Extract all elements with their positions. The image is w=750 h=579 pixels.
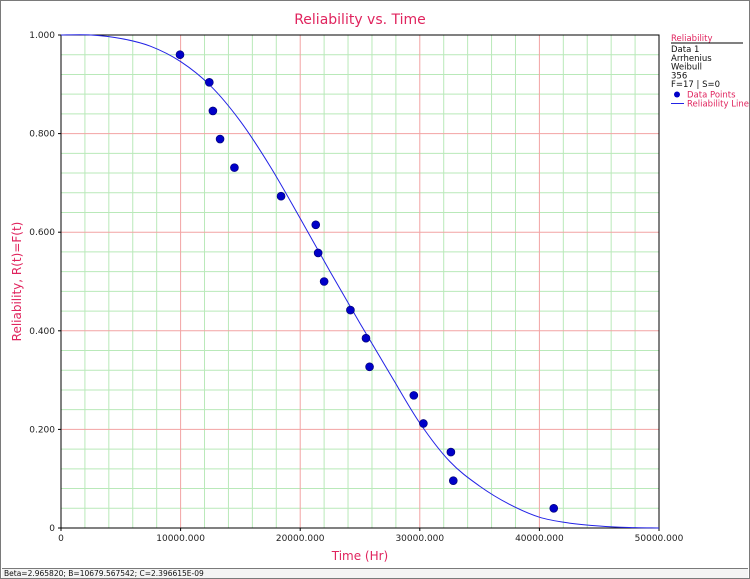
y-tick-label: 0.400 bbox=[29, 327, 55, 337]
parameter-readout: Beta=2.965820; B=10679.567542; C=2.39661… bbox=[4, 569, 204, 578]
status-bar: Beta=2.965820; B=10679.567542; C=2.39661… bbox=[2, 568, 748, 578]
data-point bbox=[446, 447, 456, 457]
y-tick-label: 0 bbox=[49, 524, 55, 534]
data-point bbox=[215, 134, 225, 144]
legend: Reliability Data 1 Arrhenius Weibull 356… bbox=[671, 34, 749, 110]
legend-reliability-line-label: Reliability Line bbox=[687, 100, 749, 110]
data-point bbox=[205, 78, 214, 87]
data-point bbox=[419, 419, 428, 428]
plot-area bbox=[60, 34, 660, 529]
y-tick-label: 0.600 bbox=[29, 228, 55, 238]
legend-line-model: Arrhenius bbox=[671, 54, 712, 64]
legend-data-points-marker bbox=[674, 91, 680, 98]
y-tick-label: 0.800 bbox=[29, 130, 55, 140]
y-axis-title: Reliability, R(t)=F(t) bbox=[10, 222, 24, 342]
legend-line-stress: 356 bbox=[671, 71, 687, 81]
x-axis-ticks: 0 10000.000 20000.000 30000.000 40000.000 500… bbox=[58, 528, 684, 544]
data-point bbox=[346, 305, 355, 315]
x-tick-label: 20000.000 bbox=[276, 534, 325, 544]
x-tick-label: 40000.000 bbox=[515, 534, 564, 544]
data-points bbox=[175, 50, 559, 513]
data-point bbox=[361, 333, 371, 343]
reliability-chart: 0 10000.000 20000.000 30000.000 40000.000 500… bbox=[10, 12, 749, 563]
data-point bbox=[313, 248, 323, 258]
y-tick-label: 1.000 bbox=[29, 31, 55, 41]
x-tick-label: 10000.000 bbox=[156, 534, 205, 544]
legend-line-distribution: Weibull bbox=[671, 63, 702, 73]
legend-line-counts: F=17 | S=0 bbox=[671, 80, 720, 90]
legend-heading: Reliability bbox=[671, 34, 713, 44]
minor-gridlines bbox=[61, 35, 659, 528]
data-point bbox=[276, 191, 286, 201]
legend-line-data-set: Data 1 bbox=[671, 45, 699, 55]
y-axis-ticks: 0 0.200 0.400 0.600 0.800 1.000 bbox=[29, 31, 61, 534]
data-point bbox=[311, 220, 321, 230]
y-tick-label: 0.200 bbox=[29, 425, 55, 435]
x-tick-label: 50000.000 bbox=[635, 534, 684, 544]
data-point bbox=[230, 163, 239, 172]
data-point bbox=[208, 106, 218, 116]
chart-title: Reliability vs. Time bbox=[294, 12, 426, 28]
data-point bbox=[448, 476, 458, 485]
x-axis-title: Time (Hr) bbox=[331, 549, 389, 563]
x-tick-label: 30000.000 bbox=[395, 534, 444, 544]
data-point bbox=[319, 277, 329, 286]
major-gridlines bbox=[61, 35, 659, 528]
x-tick-label: 0 bbox=[58, 534, 64, 544]
data-point bbox=[409, 391, 419, 400]
data-point bbox=[175, 50, 185, 60]
reliability-line bbox=[60, 34, 660, 529]
legend-data-points-label: Data Points bbox=[687, 91, 736, 101]
data-point bbox=[365, 362, 374, 372]
data-point bbox=[549, 503, 559, 513]
